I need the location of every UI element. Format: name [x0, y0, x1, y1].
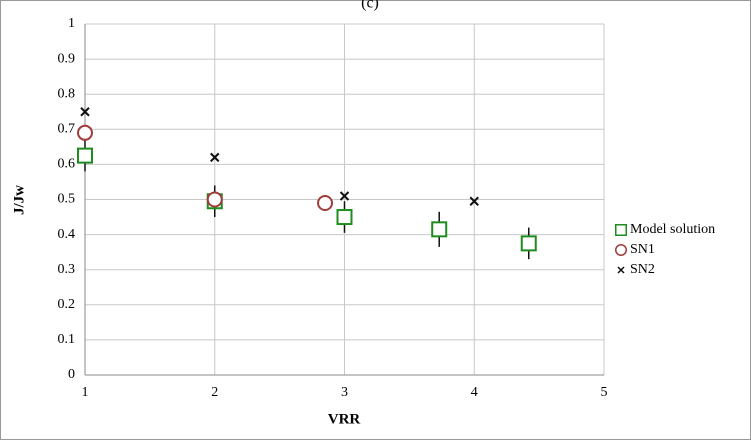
marker-square — [615, 224, 627, 236]
marker-cross — [339, 191, 350, 201]
marker-square — [431, 221, 448, 238]
marker-circle — [206, 191, 223, 208]
marker-square — [520, 235, 537, 252]
marker-circle — [317, 195, 334, 212]
y-tick-label: 0.4 — [58, 227, 76, 242]
marker-cross — [80, 107, 90, 117]
x-tick-label: 4 — [471, 385, 478, 400]
chart-title: (c) — [361, 0, 379, 12]
x-axis-label: VRR — [328, 411, 361, 427]
marker-square — [336, 209, 353, 226]
y-tick-label: 0.3 — [58, 262, 76, 277]
marker-cross — [210, 152, 220, 163]
y-tick-label: 0.8 — [58, 86, 76, 101]
y-tick-label: 0 — [68, 367, 75, 382]
y-tick-label: 0.7 — [58, 122, 76, 137]
x-tick-label: 1 — [82, 385, 89, 400]
y-tick-label: 1 — [68, 16, 75, 31]
legend-label: SN2 — [630, 262, 655, 277]
marker-cross — [617, 266, 625, 274]
marker-circle — [615, 244, 627, 256]
marker-circle — [77, 124, 93, 141]
y-tick-label: 0.6 — [58, 157, 76, 172]
legend-label: Model solution — [630, 222, 715, 237]
x-tick-label: 5 — [601, 385, 608, 400]
marker-square — [77, 147, 93, 164]
y-tick-label: 0.1 — [58, 332, 76, 347]
y-axis-label: J/Jw — [11, 185, 27, 215]
marker-cross — [469, 196, 479, 206]
y-tick-label: 0.5 — [58, 192, 76, 207]
x-tick-label: 3 — [341, 385, 348, 400]
legend-label: SN1 — [630, 242, 655, 257]
x-tick-label: 2 — [211, 385, 218, 400]
y-tick-label: 0.2 — [58, 297, 76, 312]
y-tick-label: 0.9 — [58, 51, 76, 66]
